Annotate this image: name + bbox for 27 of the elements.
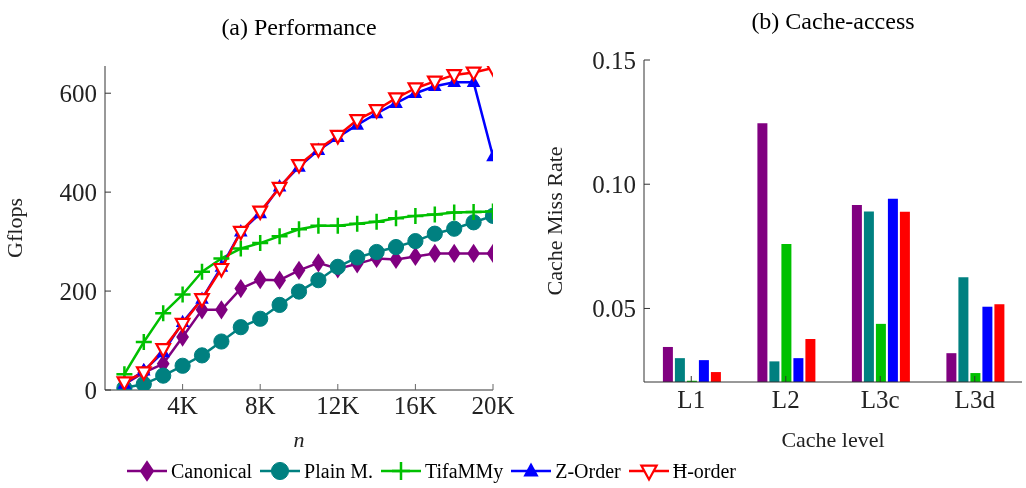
chart-title: (b) Cache-access [750,8,916,35]
legend-label: Canonical [171,459,253,483]
x-tick-label: 12K [316,391,360,419]
legend-label: Plain M. [304,459,373,483]
x-axis-title: Cache level [781,427,885,452]
chart-title: (a) Performance [220,14,378,41]
y-tick-label: 0.15 [592,46,636,74]
y-tick-label: 0.10 [592,171,636,199]
x-tick-label: 16K [393,391,437,419]
y-tick-label: 200 [59,277,97,305]
legend-label: Z-Order [555,459,621,483]
x-tick-label: L3d [954,385,996,413]
y-tick-label: 0.05 [592,295,636,323]
legend-label: Ħ-order [672,459,737,483]
x-tick-label: 8K [244,391,276,419]
y-tick-label: 400 [59,179,97,207]
x-tick-label: L1 [677,385,706,413]
x-tick-label: L3c [860,385,900,413]
x-tick-label: 20K [471,391,515,419]
x-tick-label: 4K [167,391,198,419]
x-axis-title: n [293,427,305,452]
x-tick-label: L2 [771,385,800,413]
y-axis-title: Gflops [1,198,27,258]
y-axis-title: Cache Miss Rate [541,146,567,296]
y-tick-label: 0 [84,376,97,404]
y-tick-label: 600 [59,80,97,108]
legend-label: TifaMMy [425,459,504,483]
